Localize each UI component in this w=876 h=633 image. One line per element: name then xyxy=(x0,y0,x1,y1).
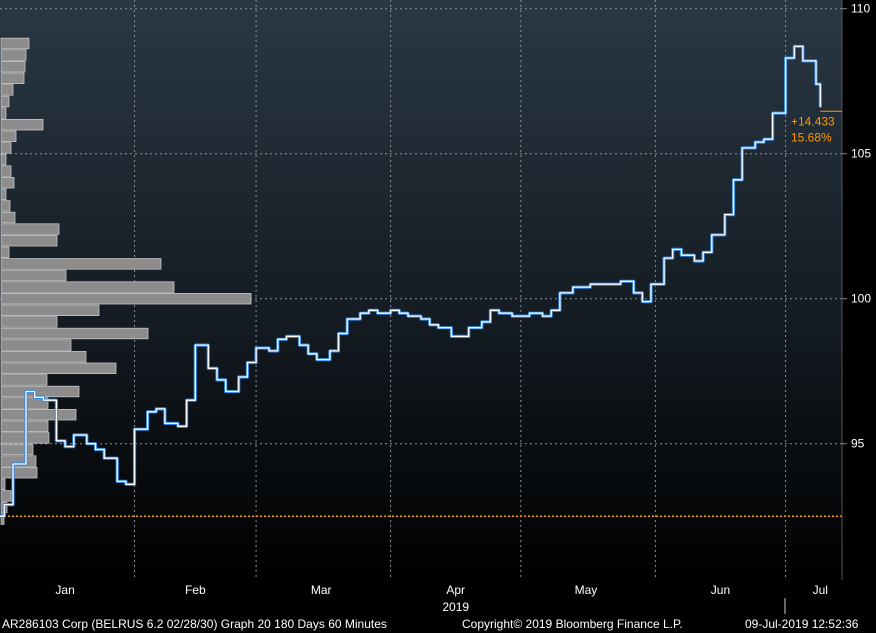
volume-bar xyxy=(0,95,10,108)
volume-bar xyxy=(0,200,11,212)
x-tick-label: May xyxy=(575,583,598,597)
volume-bar xyxy=(0,107,7,119)
year-label: 2019 xyxy=(442,600,469,614)
x-tick-label: Feb xyxy=(185,583,206,597)
volume-bar xyxy=(0,408,77,421)
volume-bar xyxy=(0,188,7,201)
volume-bar xyxy=(0,466,38,479)
x-tick-label: Mar xyxy=(311,583,332,597)
volume-bar xyxy=(0,211,16,224)
price-series xyxy=(0,44,822,518)
y-tick-label: 105 xyxy=(851,147,871,161)
volume-bar xyxy=(0,72,25,85)
volume-bar xyxy=(0,49,27,61)
volume-bar xyxy=(0,455,37,467)
volume-bar xyxy=(0,362,117,375)
footer-copyright: Copyright© 2019 Bloomberg Finance L.P. xyxy=(462,617,683,631)
volume-bar xyxy=(0,84,14,96)
y-axis: 95 100 105 110 xyxy=(842,2,871,451)
footer-timestamp: 09-Jul-2019 12:52:36 xyxy=(745,617,859,631)
last-change-box: +14.433 15.68% xyxy=(791,110,842,144)
volume-bar xyxy=(0,223,60,235)
footer-left: AR286103 Corp (BELRUS 6.2 02/28/30) Grap… xyxy=(2,617,387,631)
y-tick-label: 100 xyxy=(851,292,871,306)
volume-bar xyxy=(0,339,72,351)
volume-bar xyxy=(0,316,58,328)
volume-bar xyxy=(0,130,17,143)
volume-bar xyxy=(0,269,67,282)
volume-bar xyxy=(0,246,10,259)
volume-bar xyxy=(0,478,6,491)
volume-bar xyxy=(0,153,7,166)
volume-bar xyxy=(0,327,149,340)
volume-bar xyxy=(0,119,44,131)
last-change-pct: 15.68% xyxy=(791,130,832,144)
x-tick-label: Jul xyxy=(813,583,828,597)
x-axis: Jan Feb Mar Apr May Jun Jul xyxy=(55,583,828,614)
volume-bar xyxy=(0,37,30,50)
volume-bar xyxy=(0,281,175,293)
last-change-abs: +14.433 xyxy=(791,114,835,128)
volume-bar xyxy=(0,258,162,270)
volume-bar xyxy=(0,176,15,189)
volume-bar xyxy=(0,61,26,73)
volume-bar xyxy=(0,490,12,502)
volume-profile xyxy=(0,37,252,525)
x-tick-label: Apr xyxy=(446,583,465,597)
x-tick-label: Jun xyxy=(711,583,730,597)
y-tick-label: 110 xyxy=(851,2,870,16)
volume-bar xyxy=(0,304,100,317)
volume-bar xyxy=(0,374,48,386)
volume-bar xyxy=(0,350,87,363)
volume-bar xyxy=(0,513,5,525)
y-gridlines xyxy=(0,8,842,445)
series-line xyxy=(0,45,821,517)
volume-bar xyxy=(0,234,58,247)
volume-bar xyxy=(0,385,80,398)
x-tick-label: Jan xyxy=(55,583,74,597)
volume-bar xyxy=(0,165,12,177)
volume-bar xyxy=(0,292,252,305)
y-tick-label: 95 xyxy=(851,437,865,451)
volume-bar xyxy=(0,443,34,456)
volume-bar xyxy=(0,142,12,154)
